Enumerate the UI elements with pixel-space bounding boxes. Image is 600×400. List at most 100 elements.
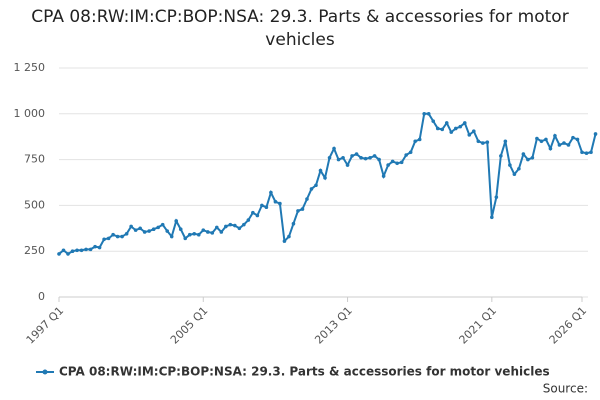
point [120,234,124,239]
point [269,190,273,195]
point [79,248,84,253]
legend-marker [42,369,48,375]
point [219,230,224,234]
point [273,199,278,204]
point [449,130,454,134]
point [251,210,255,215]
point [160,222,165,227]
point [512,172,517,177]
line [58,112,597,256]
x-tick-label: 2005 Q1 [168,304,211,347]
point [431,119,436,123]
point [88,247,93,252]
point [147,229,151,233]
point [462,121,467,125]
point [242,222,246,227]
point [481,141,485,145]
y-tick-label: 0 [38,290,45,303]
point [539,139,544,144]
point [417,137,422,142]
point [562,141,566,145]
point [336,157,341,162]
point [444,121,449,125]
point [278,201,282,206]
point [476,139,481,144]
point [589,150,593,155]
point [345,163,350,167]
point [508,163,512,167]
source: Source: [543,382,588,396]
point [210,231,215,235]
legend-label: CPA 08:RW:IM:CP:BOP:NSA: 29.3. Parts & a… [59,365,550,379]
point [494,195,499,199]
point [426,112,431,116]
point [233,223,237,228]
point [187,232,192,237]
point [237,226,242,231]
point [291,221,296,226]
point [75,248,79,253]
point [282,239,287,243]
point [490,215,494,220]
point [332,146,336,151]
point [377,157,381,162]
point [205,230,210,234]
point [102,237,106,242]
point [66,252,70,256]
x-tick-label: 2013 Q1 [312,304,355,347]
point [593,132,598,136]
point [309,187,314,191]
point [499,154,503,158]
point [354,152,359,156]
y-tick-label: 500 [24,198,45,211]
point [517,166,521,171]
point [115,234,120,239]
point [296,209,300,213]
y-tick-label: 750 [24,153,45,166]
point [264,205,269,210]
point [183,236,188,241]
point [93,244,97,249]
point [201,228,206,232]
point [318,168,323,173]
point [521,152,526,156]
point [386,163,390,167]
point [580,150,584,155]
point [129,224,133,229]
x-tick-label: 2021 Q1 [457,304,500,347]
point [395,161,399,166]
point [196,232,201,237]
y-tick-label: 1 250 [14,61,46,74]
point [566,143,571,147]
point [260,203,264,208]
point [535,136,539,141]
point [327,155,332,160]
point [530,155,535,160]
y-tick-label: 1 000 [14,107,46,120]
point [124,231,129,236]
point [399,160,404,165]
point [548,146,553,151]
point [314,183,318,188]
point [503,139,508,144]
point [422,112,426,116]
point [350,154,354,158]
point [404,153,408,157]
point [246,218,251,222]
x-tick-label: 2026 Q1 [547,304,590,347]
x-tick-label: 1997 Q1 [24,304,67,347]
point [471,129,476,134]
point [575,137,580,142]
point [363,156,368,161]
point [138,226,142,231]
point [169,234,174,239]
point [84,247,88,252]
point [458,124,463,129]
point [553,133,557,138]
chart-title: CPA 08:RW:IM:CP:BOP:NSA: 29.3. Parts & a… [31,7,569,50]
point [287,234,291,239]
point [228,222,233,227]
point [255,213,260,218]
